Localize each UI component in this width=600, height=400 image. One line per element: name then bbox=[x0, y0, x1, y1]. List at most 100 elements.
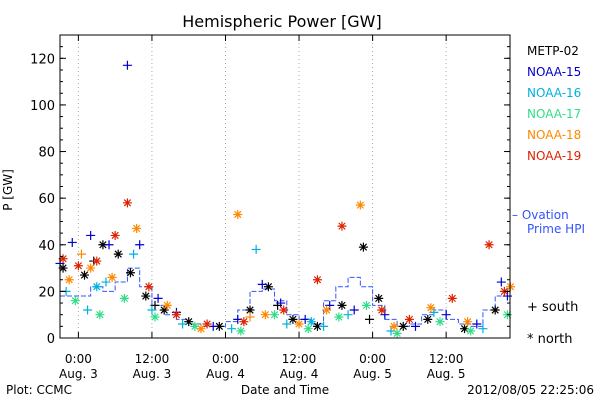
data-point-north bbox=[303, 324, 313, 334]
legend-ovation-line2: Prime HPI bbox=[527, 222, 585, 236]
x-tick-time: 0:00 bbox=[212, 352, 239, 366]
data-point-north bbox=[312, 275, 322, 285]
x-axis-label: Date and Time bbox=[241, 383, 329, 397]
footer-credit: Plot: CCMC bbox=[6, 383, 72, 397]
data-point-north bbox=[447, 293, 457, 303]
data-point-north bbox=[358, 242, 368, 252]
legend-item: NOAA-15 bbox=[527, 65, 581, 79]
data-point-south bbox=[67, 237, 77, 247]
data-point-south bbox=[441, 310, 451, 320]
data-point-north bbox=[484, 240, 494, 250]
y-tick-label: 60 bbox=[38, 192, 55, 207]
x-tick-day: Aug. 4 bbox=[206, 367, 245, 381]
data-point-north bbox=[132, 223, 142, 233]
data-point-south bbox=[319, 321, 329, 331]
data-point-south bbox=[276, 298, 286, 308]
data-point-south bbox=[365, 314, 375, 324]
data-point-south bbox=[227, 324, 237, 334]
y-tick-label: 40 bbox=[38, 239, 55, 254]
data-point-south bbox=[343, 310, 353, 320]
x-tick-time: 12:00 bbox=[135, 352, 170, 366]
data-point-north bbox=[92, 256, 102, 266]
data-point-south bbox=[325, 300, 335, 310]
data-point-north bbox=[288, 314, 298, 324]
data-point-north bbox=[98, 240, 108, 250]
data-point-south bbox=[496, 277, 506, 287]
data-point-south bbox=[76, 249, 86, 259]
data-point-south bbox=[104, 240, 114, 250]
data-point-south bbox=[251, 244, 261, 254]
legend-ovation-line1: – Ovation bbox=[512, 208, 569, 222]
legend-item: METP-02 bbox=[527, 44, 579, 58]
footer-timestamp: 2012/08/05 22:25:06 bbox=[467, 383, 594, 397]
data-point-north bbox=[95, 310, 105, 320]
data-point-north bbox=[214, 321, 224, 331]
data-point-north bbox=[389, 321, 399, 331]
data-point-north bbox=[141, 291, 151, 301]
data-point-north bbox=[490, 305, 500, 315]
y-tick-label: 100 bbox=[30, 99, 55, 114]
legend-item: NOAA-18 bbox=[527, 128, 581, 142]
x-tick-time: 12:00 bbox=[429, 352, 464, 366]
data-point-north bbox=[119, 293, 129, 303]
x-tick-day: Aug. 4 bbox=[280, 367, 319, 381]
data-point-north bbox=[190, 321, 200, 331]
data-point-north bbox=[122, 198, 132, 208]
x-tick-time: 0:00 bbox=[359, 352, 386, 366]
data-point-south bbox=[150, 300, 160, 310]
data-point-north bbox=[86, 263, 96, 273]
data-point-south bbox=[86, 230, 96, 240]
data-point-north bbox=[463, 317, 473, 327]
data-point-north bbox=[202, 319, 212, 329]
data-point-north bbox=[260, 310, 270, 320]
x-tick-day: Aug. 3 bbox=[59, 367, 98, 381]
data-point-north bbox=[162, 300, 172, 310]
data-point-north bbox=[110, 230, 120, 240]
y-tick-label: 120 bbox=[30, 52, 55, 67]
data-point-north bbox=[460, 324, 470, 334]
data-point-north bbox=[404, 314, 414, 324]
plot-frame bbox=[59, 34, 511, 339]
data-point-north bbox=[279, 305, 289, 315]
data-point-south bbox=[135, 240, 145, 250]
data-point-north bbox=[334, 312, 344, 322]
data-point-north bbox=[398, 321, 408, 331]
data-point-north bbox=[125, 268, 135, 278]
data-point-north bbox=[236, 326, 246, 336]
legend: METP-02 NOAA-15 NOAA-16 NOAA-17 NOAA-18 NOAA-… bbox=[512, 44, 585, 347]
data-point-north bbox=[294, 319, 304, 329]
data-point-north bbox=[73, 261, 83, 271]
data-point-north bbox=[196, 324, 206, 334]
data-point-north bbox=[270, 310, 280, 320]
y-tick-label: 0 bbox=[47, 332, 55, 347]
data-point-south bbox=[147, 305, 157, 315]
chart-title: Hemispheric Power [GW] bbox=[182, 12, 381, 31]
data-point-south bbox=[349, 305, 359, 315]
data-point-south bbox=[245, 312, 255, 322]
data-point-south bbox=[153, 293, 163, 303]
data-point-north bbox=[144, 282, 154, 292]
series-noaa-18 bbox=[64, 200, 516, 334]
data-point-north bbox=[92, 282, 102, 292]
data-point-north bbox=[58, 254, 68, 264]
data-point-north bbox=[171, 310, 181, 320]
data-point-south bbox=[129, 249, 139, 259]
data-point-north bbox=[159, 305, 169, 315]
data-point-south bbox=[101, 277, 111, 287]
data-point-south bbox=[282, 319, 292, 329]
data-point-north bbox=[150, 312, 160, 322]
data-point-north bbox=[233, 209, 243, 219]
data-point-north bbox=[306, 317, 316, 327]
data-point-south bbox=[257, 279, 267, 289]
data-point-south bbox=[83, 305, 93, 315]
data-point-north bbox=[506, 282, 516, 292]
data-point-north bbox=[355, 200, 365, 210]
data-point-north bbox=[64, 275, 74, 285]
series-noaa-15 bbox=[55, 60, 512, 331]
data-point-south bbox=[411, 321, 421, 331]
data-point-north bbox=[374, 293, 384, 303]
legend-item: NOAA-19 bbox=[527, 149, 581, 163]
data-point-north bbox=[70, 296, 80, 306]
